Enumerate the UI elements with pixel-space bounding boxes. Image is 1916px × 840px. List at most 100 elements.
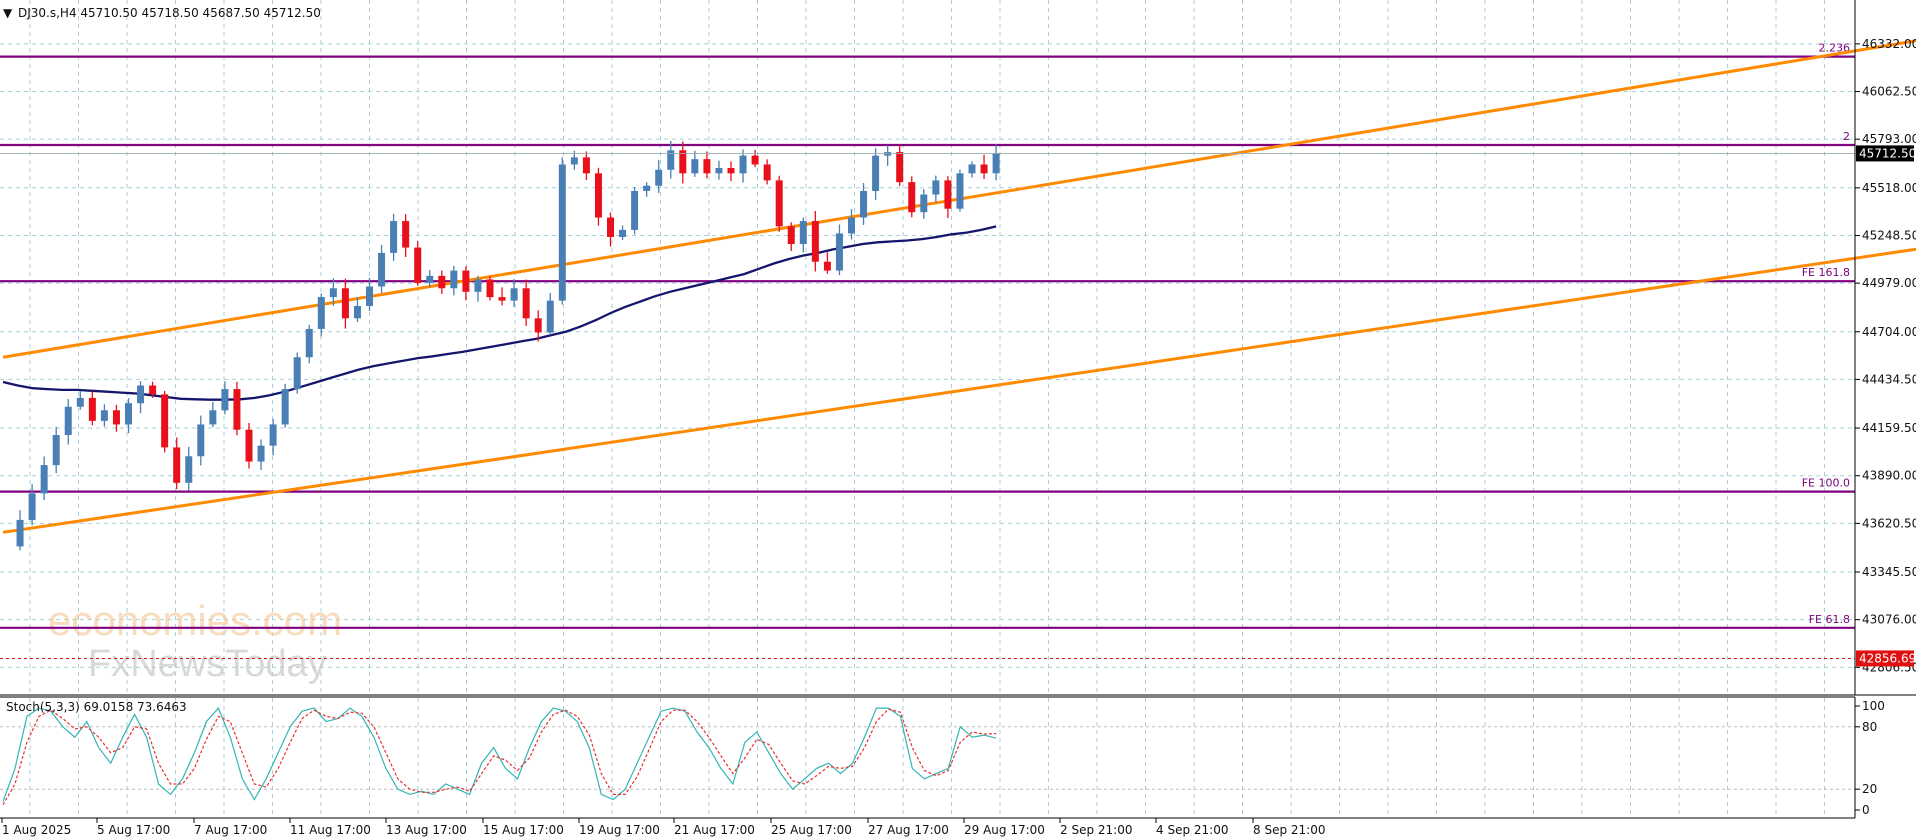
watermark-economies: economies.com	[48, 597, 342, 644]
main-chart-area[interactable]	[0, 0, 1855, 695]
stoch-tick-label: 100	[1862, 699, 1885, 713]
candle-body	[88, 397, 96, 421]
stoch-area[interactable]	[0, 698, 1855, 818]
channel-upper-line	[2, 39, 1916, 359]
candle-body	[498, 297, 506, 301]
candle-body	[161, 394, 169, 448]
header-arrow-icon[interactable]: ▼	[3, 6, 13, 20]
candle-body	[112, 410, 120, 425]
candle-body	[353, 305, 361, 319]
price-tick-label: 46332.00	[1862, 37, 1916, 51]
candle-body	[594, 173, 602, 218]
candle-body	[269, 424, 277, 446]
stoch-label: Stoch(5,3,3) 69.0158 73.6463	[6, 700, 187, 714]
candle-body	[643, 185, 651, 191]
candle-body	[920, 194, 928, 213]
candle-body	[944, 180, 952, 209]
candle-body	[522, 288, 530, 319]
time-tick-label: 25 Aug 17:00	[771, 823, 852, 837]
candle-body	[751, 155, 759, 165]
candle-body	[149, 385, 157, 395]
candle-body	[64, 406, 72, 436]
time-tick-label: 21 Aug 17:00	[674, 823, 755, 837]
time-tick-label: 1 Aug 2025	[2, 823, 71, 837]
moving-average-line	[2, 225, 997, 401]
candle-body	[378, 252, 386, 287]
candle-body	[209, 410, 217, 425]
fibonacci-levels: 2.236 2 FE 161.8 FE 100.0 FE 61.8	[0, 42, 1855, 659]
candle-body	[125, 403, 132, 425]
level-label: FE 161.8	[1802, 266, 1850, 279]
price-tick-label: 45793.00	[1862, 132, 1916, 146]
candle-body	[739, 155, 747, 174]
candle-body	[570, 157, 578, 165]
candle-body	[727, 168, 735, 174]
price-tick-label: 46062.50	[1862, 85, 1916, 99]
candle-body	[293, 357, 301, 390]
candle-body	[534, 318, 542, 333]
candle-body	[233, 389, 241, 430]
last-price-badge	[1856, 145, 1914, 162]
time-tick-label: 7 Aug 17:00	[194, 823, 267, 837]
time-tick-label: 29 Aug 17:00	[964, 823, 1045, 837]
candle-body	[703, 159, 711, 174]
time-tick-label: 8 Sep 21:00	[1253, 823, 1325, 837]
price-tick-label: 44979.00	[1862, 276, 1916, 290]
dashed-price-label: 42856.69	[1859, 651, 1916, 665]
candle-body	[619, 229, 627, 237]
time-tick-label: 15 Aug 17:00	[483, 823, 564, 837]
candle-body	[185, 456, 193, 483]
candle-body	[775, 180, 783, 227]
candle-body	[799, 221, 807, 245]
stoch-tick-label: 0	[1862, 803, 1870, 817]
time-tick-label: 2 Sep 21:00	[1060, 823, 1132, 837]
price-tick-label: 43076.00	[1862, 613, 1916, 627]
price-tick-label: 45518.00	[1862, 181, 1916, 195]
last-price-label: 45712.50	[1859, 146, 1916, 160]
candle-body	[221, 389, 229, 411]
candlestick-series	[0, 140, 1855, 551]
candle-body	[317, 297, 325, 329]
candle-body	[956, 173, 964, 209]
time-tick-label: 5 Aug 17:00	[97, 823, 170, 837]
candle-body	[884, 152, 892, 156]
candle-body	[52, 435, 60, 466]
candle-body	[607, 217, 614, 237]
candle-body	[462, 270, 470, 292]
candle-body	[691, 159, 699, 174]
stoch-k-line	[2, 706, 997, 802]
price-tick-label: 43890.00	[1862, 469, 1916, 483]
stochastic-oscillator	[0, 706, 1855, 806]
moving-average	[2, 225, 997, 401]
price-channel	[2, 39, 1916, 534]
time-tick-label: 11 Aug 17:00	[290, 823, 371, 837]
candle-body	[980, 164, 988, 174]
candle-body	[486, 279, 494, 298]
candle-body	[305, 328, 313, 358]
candle-body	[872, 155, 880, 191]
candle-body	[341, 288, 349, 319]
price-tick-label: 43345.50	[1862, 565, 1916, 579]
candle-body	[968, 164, 976, 174]
candle-body	[811, 221, 819, 262]
candle-body	[40, 465, 48, 494]
watermark-fxnewstoday: FxNewsToday	[88, 643, 327, 685]
price-tick-label: 45248.50	[1862, 228, 1916, 242]
candle-body	[546, 300, 554, 333]
time-tick-label: 4 Sep 21:00	[1156, 823, 1228, 837]
level-label: 2	[1843, 130, 1850, 143]
time-tick-label: 13 Aug 17:00	[386, 823, 467, 837]
price-tick-label: 44159.50	[1862, 421, 1916, 435]
candle-body	[438, 275, 446, 289]
candle-body	[823, 261, 831, 271]
stoch-axis: 100 80 20 0	[1855, 699, 1885, 817]
candle-body	[896, 152, 904, 183]
candle-body	[16, 519, 24, 547]
candle-body	[908, 182, 916, 213]
candle-body	[992, 153, 1000, 174]
main-grid	[0, 0, 1855, 695]
candle-body	[281, 389, 289, 425]
candle-body	[763, 164, 771, 181]
candle-body	[28, 493, 36, 520]
